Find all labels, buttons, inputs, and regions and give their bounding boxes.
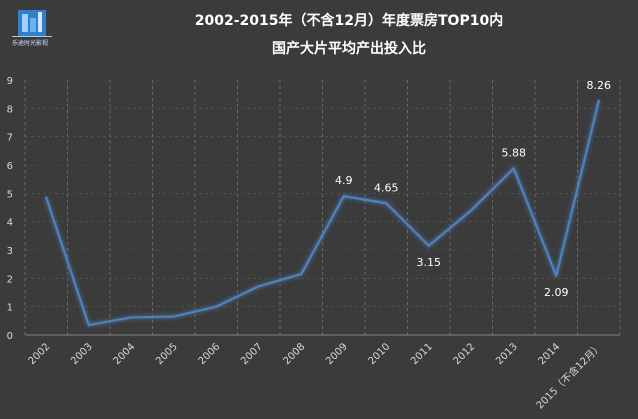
data-point (87, 323, 90, 327)
data-point (300, 272, 303, 276)
data-point (130, 316, 133, 319)
y-tick-label: 2 (7, 274, 13, 285)
data-point (512, 167, 515, 170)
series-line (45, 100, 600, 327)
data-point (555, 274, 558, 277)
data-point (172, 315, 175, 318)
x-tick-label: 2014 (537, 341, 563, 367)
x-tick-label: 2009 (324, 341, 350, 367)
data-point (342, 194, 345, 198)
y-tick-label: 0 (7, 331, 13, 342)
x-tick-label: 2004 (112, 341, 138, 367)
x-tick-label: 2005 (154, 341, 180, 367)
chart-title: 2002-2015年（不含12月）年度票房TOP10内 (194, 13, 504, 29)
data-point (385, 202, 388, 205)
data-label: 2.09 (544, 286, 569, 299)
data-point (597, 99, 600, 103)
data-label: 4.9 (335, 174, 353, 187)
y-tick-label: 4 (7, 218, 13, 229)
y-tick-label: 9 (7, 76, 13, 87)
data-label: 3.15 (417, 256, 442, 269)
data-point (45, 196, 48, 199)
x-tick-label: 2002 (27, 341, 53, 367)
data-point (257, 285, 260, 288)
y-tick-label: 1 (7, 303, 13, 314)
x-tick-label: 2003 (69, 341, 95, 367)
chart-subtitle: 国产大片平均产出投入比 (272, 41, 426, 57)
x-tick-label: 2006 (197, 341, 223, 367)
x-tick-label: 2010 (367, 341, 393, 367)
y-tick-label: 6 (7, 161, 13, 172)
y-tick-label: 7 (7, 133, 13, 144)
x-tick-label: 2013 (494, 341, 520, 367)
data-label: 8.26 (587, 79, 612, 92)
data-point (427, 244, 430, 247)
building-logo-icon (12, 10, 52, 37)
y-tick-label: 3 (7, 246, 13, 257)
y-tick-label: 8 (7, 104, 13, 115)
x-tick-label: 2007 (239, 341, 265, 367)
x-tick-label: 2012 (452, 341, 478, 367)
data-label: 4.65 (374, 181, 399, 194)
x-tick-label: 2008 (282, 341, 308, 367)
y-tick-label: 5 (7, 189, 13, 200)
data-point (470, 209, 473, 212)
logo-caption: 乐途时光影视 (12, 40, 49, 47)
data-point (215, 305, 218, 308)
x-tick-label: 2011 (409, 341, 435, 367)
logo: 乐途时光影视 (12, 8, 58, 48)
data-label: 5.88 (502, 146, 527, 159)
